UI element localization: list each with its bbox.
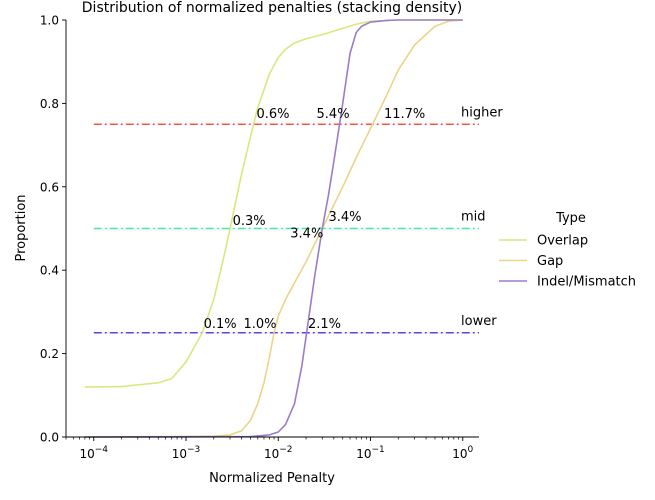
x-tick-label: 10−2 xyxy=(264,445,293,461)
annotation-label: 0.1% xyxy=(204,317,237,332)
annotation-label: 5.4% xyxy=(317,107,350,122)
series-line-gap xyxy=(84,19,463,438)
reference-line-label-higher: higher xyxy=(461,105,503,120)
x-axis-label: Normalized Penalty xyxy=(209,471,335,486)
y-tick-label: 0.0 xyxy=(40,431,59,445)
y-tick-label: 0.6 xyxy=(40,180,59,194)
legend: Type Overlap Gap Indel/Mismatch xyxy=(499,211,636,290)
x-tick-label: 10−4 xyxy=(79,445,108,461)
y-tick-label: 0.4 xyxy=(40,264,59,278)
y-tick-label: 1.0 xyxy=(40,14,59,28)
annotation-label: 0.6% xyxy=(256,107,289,122)
x-tick-label: 100 xyxy=(452,445,473,461)
legend-title: Type xyxy=(555,211,586,226)
annotation-label: 3.4% xyxy=(290,227,323,242)
annotation-label: 1.0% xyxy=(244,317,277,332)
y-ticks: 0.0 0.2 0.4 0.6 0.8 1.0 xyxy=(40,14,66,445)
reference-line-label-mid: mid xyxy=(461,210,486,225)
annotation-label: 11.7% xyxy=(384,107,425,122)
annotation-label: 3.4% xyxy=(328,210,361,225)
y-tick-label: 0.8 xyxy=(40,97,59,111)
legend-label: Gap xyxy=(537,254,563,269)
annotation-label: 2.1% xyxy=(308,317,341,332)
y-axis-label: Proportion xyxy=(14,194,29,261)
legend-entries: Overlap Gap Indel/Mismatch xyxy=(499,234,636,290)
chart-title: Distribution of normalized penalties (st… xyxy=(82,0,462,16)
series-line-indel-mismatch xyxy=(84,19,463,438)
x-tick-label: 10−3 xyxy=(172,445,201,461)
x-ticks: 10−4 10−3 10−2 10−1 100 xyxy=(65,437,474,461)
legend-label: Overlap xyxy=(537,234,588,249)
series-line-overlap xyxy=(84,19,463,388)
plot-area: higher mid lower 0.6% 5.4% 11.7% 0.3% 3.4% 3.4% 0… xyxy=(84,19,503,438)
reference-line-label-lower: lower xyxy=(461,314,497,329)
x-tick-label: 10−1 xyxy=(356,445,385,461)
annotation-label: 0.3% xyxy=(233,214,266,229)
y-tick-label: 0.2 xyxy=(40,347,59,361)
legend-label: Indel/Mismatch xyxy=(537,275,636,290)
